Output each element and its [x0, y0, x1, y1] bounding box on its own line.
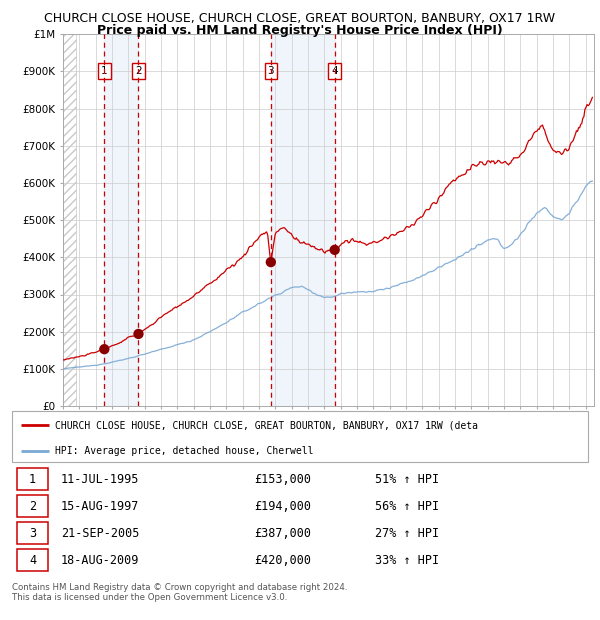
Text: £153,000: £153,000 — [254, 473, 311, 486]
Text: Contains HM Land Registry data © Crown copyright and database right 2024.
This d: Contains HM Land Registry data © Crown c… — [12, 583, 347, 602]
Bar — [17, 495, 48, 517]
Text: CHURCH CLOSE HOUSE, CHURCH CLOSE, GREAT BOURTON, BANBURY, OX17 1RW (deta: CHURCH CLOSE HOUSE, CHURCH CLOSE, GREAT … — [55, 420, 478, 430]
Text: £194,000: £194,000 — [254, 500, 311, 513]
Point — [100, 344, 109, 354]
Text: 3: 3 — [29, 527, 36, 540]
Text: 1: 1 — [29, 473, 36, 486]
Text: 21-SEP-2005: 21-SEP-2005 — [61, 527, 139, 540]
Text: 2: 2 — [29, 500, 36, 513]
Polygon shape — [63, 34, 76, 406]
Point — [266, 257, 275, 267]
Point — [330, 245, 340, 255]
Text: £387,000: £387,000 — [254, 527, 311, 540]
Bar — [17, 522, 48, 544]
Bar — [271, 34, 335, 406]
Text: £420,000: £420,000 — [254, 554, 311, 567]
Text: 18-AUG-2009: 18-AUG-2009 — [61, 554, 139, 567]
Bar — [17, 549, 48, 571]
Text: 11-JUL-1995: 11-JUL-1995 — [61, 473, 139, 486]
Text: 33% ↑ HPI: 33% ↑ HPI — [375, 554, 439, 567]
Text: 56% ↑ HPI: 56% ↑ HPI — [375, 500, 439, 513]
Text: Price paid vs. HM Land Registry's House Price Index (HPI): Price paid vs. HM Land Registry's House … — [97, 24, 503, 37]
Text: 1: 1 — [101, 66, 107, 76]
Text: CHURCH CLOSE HOUSE, CHURCH CLOSE, GREAT BOURTON, BANBURY, OX17 1RW: CHURCH CLOSE HOUSE, CHURCH CLOSE, GREAT … — [44, 12, 556, 25]
Bar — [17, 469, 48, 490]
Text: 27% ↑ HPI: 27% ↑ HPI — [375, 527, 439, 540]
Text: 2: 2 — [135, 66, 142, 76]
Text: 4: 4 — [29, 554, 36, 567]
Bar — [104, 34, 139, 406]
Text: 3: 3 — [268, 66, 274, 76]
Text: HPI: Average price, detached house, Cherwell: HPI: Average price, detached house, Cher… — [55, 446, 314, 456]
Text: 4: 4 — [331, 66, 338, 76]
Text: 51% ↑ HPI: 51% ↑ HPI — [375, 473, 439, 486]
Point — [134, 329, 143, 339]
Text: 15-AUG-1997: 15-AUG-1997 — [61, 500, 139, 513]
